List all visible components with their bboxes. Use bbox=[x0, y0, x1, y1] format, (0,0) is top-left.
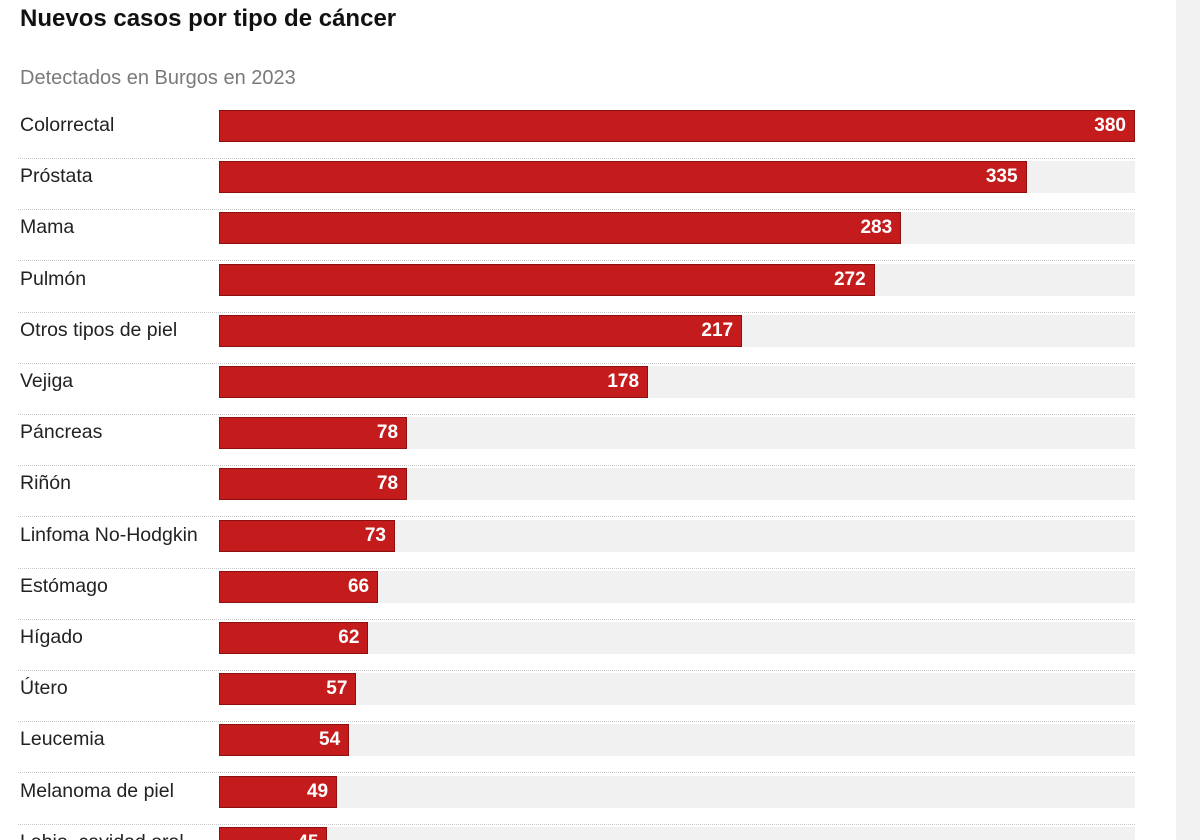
category-label: Labio, cavidad oral bbox=[20, 825, 184, 840]
category-label: Hígado bbox=[20, 626, 83, 648]
bar-value-label: 78 bbox=[376, 422, 399, 444]
bar-row: Vejiga 178 bbox=[18, 364, 1135, 415]
bar-row: Mama 283 bbox=[18, 210, 1135, 262]
row-separator bbox=[18, 670, 1135, 671]
row-separator bbox=[18, 516, 1135, 518]
scrollbar-track[interactable] bbox=[1176, 0, 1200, 840]
bar: 62 bbox=[219, 622, 369, 654]
bar-track: 217 bbox=[219, 314, 1135, 347]
bar-value-label: 57 bbox=[326, 678, 348, 700]
bar-value-label: 78 bbox=[376, 473, 399, 495]
row-separator bbox=[18, 618, 1135, 620]
bar-value-label: 73 bbox=[364, 524, 386, 546]
bar: 73 bbox=[219, 519, 395, 552]
row-separator bbox=[18, 209, 1135, 211]
bar-track: 73 bbox=[219, 519, 1135, 552]
bar: 45 bbox=[219, 826, 328, 840]
bar-value-label: 335 bbox=[985, 166, 1018, 188]
row-separator bbox=[18, 567, 1135, 569]
bar-track: 335 bbox=[219, 161, 1135, 194]
bar-row: Páncreas 78 bbox=[18, 415, 1135, 467]
bar-row: Próstata 335 bbox=[18, 159, 1135, 211]
bar-track: 54 bbox=[219, 724, 1135, 757]
bar-track: 380 bbox=[219, 110, 1135, 142]
category-label: Otros tipos de piel bbox=[20, 318, 178, 341]
row-separator bbox=[18, 772, 1135, 774]
category-label: Estómago bbox=[20, 574, 108, 597]
row-separator bbox=[18, 260, 1135, 262]
category-label: Linfoma No-Hodgkin bbox=[20, 523, 198, 546]
category-label: Páncreas bbox=[20, 421, 103, 444]
category-label: Riñón bbox=[20, 472, 71, 495]
bar: 66 bbox=[219, 570, 379, 603]
bar: 178 bbox=[219, 366, 649, 398]
bar-track: 283 bbox=[219, 212, 1135, 245]
bar-track: 78 bbox=[219, 417, 1135, 450]
bar: 78 bbox=[219, 468, 408, 501]
chart-title: Nuevos casos por tipo de cáncer bbox=[20, 5, 397, 32]
bar-value-label: 283 bbox=[860, 217, 893, 239]
bar-value-label: 49 bbox=[306, 780, 329, 802]
bar-row: Linfoma No-Hodgkin 73 bbox=[18, 518, 1135, 569]
bar-track: 62 bbox=[219, 622, 1135, 654]
category-label: Pulmón bbox=[20, 267, 87, 290]
bar-row: Melanoma de piel 49 bbox=[18, 774, 1135, 825]
category-label: Leucemia bbox=[20, 728, 105, 751]
bar-value-label: 66 bbox=[347, 575, 370, 597]
bar: 380 bbox=[219, 110, 1135, 142]
bar-value-label: 62 bbox=[338, 627, 360, 648]
bar-row: Hígado 62 bbox=[18, 620, 1135, 671]
bar-row: Otros tipos de piel 217 bbox=[18, 313, 1135, 364]
category-label: Vejiga bbox=[20, 370, 74, 392]
category-label: Próstata bbox=[20, 165, 93, 188]
category-label: Colorrectal bbox=[20, 114, 115, 136]
bar-track: 49 bbox=[219, 775, 1135, 808]
bar-row: Leucemia 54 bbox=[18, 722, 1135, 774]
row-separator bbox=[18, 158, 1135, 159]
bar-track: 78 bbox=[219, 468, 1135, 501]
bar-value-label: 272 bbox=[833, 268, 866, 290]
bar-value-label: 217 bbox=[701, 319, 734, 341]
bar-track: 45 bbox=[219, 826, 1135, 840]
bar: 272 bbox=[219, 263, 875, 296]
bar-value-label: 380 bbox=[1094, 115, 1126, 136]
row-separator bbox=[18, 823, 1135, 825]
bar-value-label: 45 bbox=[297, 828, 318, 840]
bar: 217 bbox=[219, 314, 743, 347]
bar-track: 66 bbox=[219, 570, 1135, 603]
bar-row: Pulmón 272 bbox=[18, 262, 1135, 313]
row-separator bbox=[18, 414, 1135, 415]
bar-row: Útero 57 bbox=[18, 671, 1135, 723]
bar: 283 bbox=[219, 212, 902, 245]
row-separator bbox=[18, 721, 1135, 723]
bar-row: Riñón 78 bbox=[18, 466, 1135, 518]
row-separator bbox=[18, 362, 1135, 364]
bar: 335 bbox=[219, 161, 1027, 194]
category-label: Útero bbox=[20, 677, 68, 700]
bar-track: 178 bbox=[219, 366, 1135, 398]
category-label: Melanoma de piel bbox=[20, 779, 174, 802]
bar-value-label: 54 bbox=[319, 729, 341, 751]
bar-row: Estómago 66 bbox=[18, 569, 1135, 620]
bar-track: 272 bbox=[219, 263, 1135, 296]
row-separator bbox=[18, 311, 1135, 313]
row-separator bbox=[18, 465, 1135, 467]
bar-row: Labio, cavidad oral 45 bbox=[18, 825, 1135, 840]
bar: 57 bbox=[219, 673, 357, 706]
category-label: Mama bbox=[20, 216, 75, 239]
bar-value-label: 178 bbox=[607, 371, 640, 392]
bar-row: Colorrectal 380 bbox=[18, 108, 1135, 159]
bar: 49 bbox=[219, 775, 338, 808]
bar: 78 bbox=[219, 417, 408, 450]
bar: 54 bbox=[219, 724, 350, 757]
bar-track: 57 bbox=[219, 673, 1135, 706]
chart-subtitle: Detectados en Burgos en 2023 bbox=[20, 67, 296, 89]
